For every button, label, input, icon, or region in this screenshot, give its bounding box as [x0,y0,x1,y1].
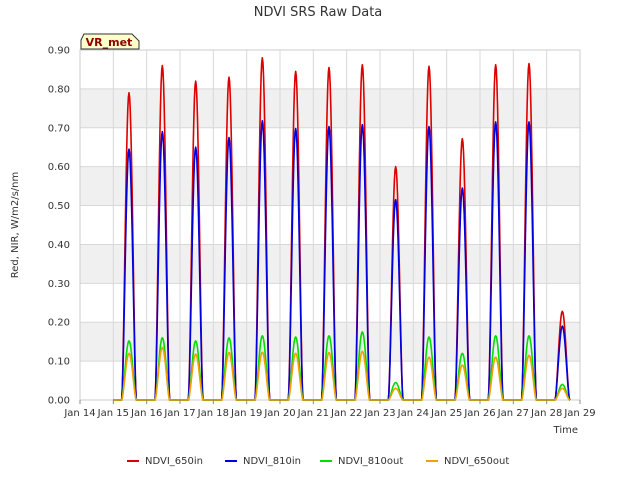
x-tick-label: Jan 17 [163,408,195,419]
band [80,244,580,284]
y-tick-label: 0.70 [48,123,70,134]
y-tick-label: 0.20 [48,318,70,329]
legend: NDVI_650in NDVI_810in NDVI_810out NDVI_650o… [127,456,509,467]
y-tick-label: 0.40 [48,240,70,251]
badge-label: VR_met [86,36,133,49]
y-tick-label: 0.50 [48,201,70,212]
x-tick-label: Jan 19 [230,408,262,419]
x-tick-label: Jan 16 [130,408,162,419]
y-axis-ticks: 0.00 0.10 0.20 0.30 0.40 0.50 0.60 0.70 0.80 0.90 [48,46,70,407]
y-tick-label: 0.90 [48,46,70,57]
chart-title: NDVI SRS Raw Data [254,5,383,20]
x-tick-label: Jan 27 [497,408,529,419]
x-tick-label: Jan 29 [563,408,595,419]
x-axis-label: Time [553,425,578,436]
legend-label: NDVI_650out [444,456,509,467]
vr-met-badge: VR_met [80,33,140,50]
series-layer [113,56,571,401]
y-tick-label: 0.00 [48,396,70,407]
y-axis-label: Red, NIR, W/m2/s/nm [10,172,21,278]
x-tick-label: Jan 14 [63,408,95,419]
x-tick-label: Jan 24 [397,408,429,419]
x-axis-ticks: Jan 14 Jan 15 Jan 16 Jan 17 Jan 18 Jan 19 Jan … [63,400,596,419]
y-tick-label: 0.30 [48,279,70,290]
legend-label: NDVI_810in [243,456,301,467]
plot-frame [79,49,581,401]
x-tick-label: Jan 21 [297,408,329,419]
x-tick-label: Jan 15 [97,408,129,419]
x-tick-label: Jan 25 [430,408,462,419]
legend-label: NDVI_650in [145,456,203,467]
x-tick-label: Jan 20 [263,408,295,419]
y-tick-label: 0.60 [48,162,70,173]
x-tick-label: Jan 26 [463,408,495,419]
x-tick-label: Jan 28 [530,408,562,419]
y-tick-label: 0.80 [48,84,70,95]
band [80,166,580,206]
x-tick-label: Jan 22 [330,408,362,419]
badge-shape [80,33,140,50]
x-tick-label: Jan 18 [197,408,229,419]
legend-label: NDVI_810out [338,456,403,467]
y-tick-label: 0.10 [48,357,70,368]
series-line-ndvi-650out [113,346,571,401]
x-tick-label: Jan 23 [363,408,395,419]
